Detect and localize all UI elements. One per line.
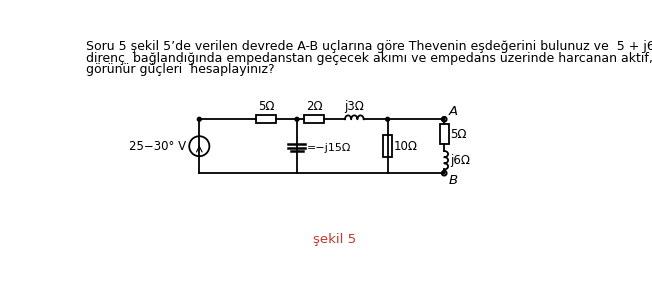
Text: 5Ω: 5Ω [258,101,274,113]
Text: Soru 5 şekil 5’de verilen devrede A-B uçlarına göre Thevenin eşdeğerini bulunuz : Soru 5 şekil 5’de verilen devrede A-B uç… [86,40,652,53]
Text: 10Ω: 10Ω [394,140,418,153]
Text: j6Ω: j6Ω [451,154,470,167]
Bar [256,115,276,124]
Circle shape [198,117,201,121]
Bar [383,135,393,157]
Text: j3Ω: j3Ω [344,100,364,113]
Circle shape [386,117,389,121]
Bar [439,124,449,144]
Circle shape [295,117,299,121]
Text: 25−30° V: 25−30° V [129,140,186,153]
Bar [304,115,324,124]
Text: 5Ω: 5Ω [451,128,467,141]
Text: direnç  bağlandığında empedanstan geçecek akımı ve empedans üzerinde harcanan ak: direnç bağlandığında empedanstan geçecek… [86,52,652,65]
Text: görünür güçleri  hesaplayınız?: görünür güçleri hesaplayınız? [86,63,274,76]
Text: şekil 5: şekil 5 [312,232,356,246]
Text: 2Ω: 2Ω [306,101,322,113]
Text: =−j15Ω: =−j15Ω [307,143,351,153]
Text: B: B [449,174,458,187]
Text: A: A [449,105,458,118]
